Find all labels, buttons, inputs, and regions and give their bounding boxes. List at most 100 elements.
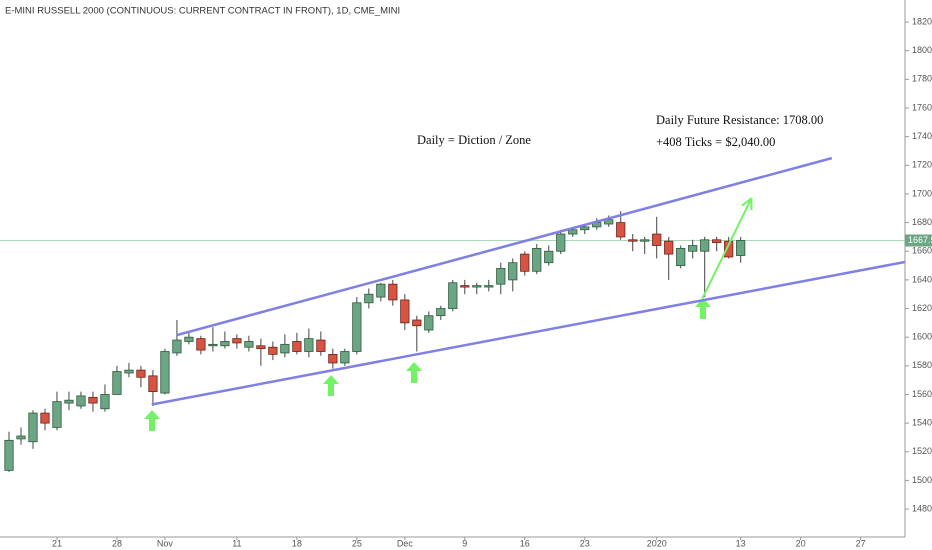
y-tick-label: 1720.0 (912, 160, 932, 170)
candle-body (460, 285, 470, 288)
y-tick-label: 1700.0 (912, 188, 932, 198)
chart-title: E-MINI RUSSELL 2000 (CONTINUOUS: CURRENT… (5, 6, 400, 17)
y-tick-label: 1740.0 (912, 131, 932, 141)
y-tick-label: 1580.0 (912, 360, 932, 370)
candle-body (400, 299, 410, 324)
candle-body (556, 233, 566, 252)
arrow-head (741, 197, 753, 207)
last-price-label: 1667.5 (908, 235, 932, 245)
candle-body (472, 285, 482, 288)
candle-body (712, 239, 722, 244)
candle-body (64, 399, 74, 404)
y-tick-label: 1540.0 (912, 418, 932, 428)
candle-body (52, 401, 62, 428)
y-tick-label: 1620.0 (912, 303, 932, 313)
candle-body (412, 319, 422, 327)
x-tick-label: 11 (232, 538, 241, 548)
y-tick-label: 1480.0 (912, 503, 932, 513)
candle-body (364, 293, 374, 304)
candle-body (4, 439, 14, 471)
candle-body (232, 338, 242, 344)
candle-body (700, 239, 710, 252)
candle-body (268, 346, 278, 355)
candle-body (316, 339, 326, 352)
y-tick-label: 1680.0 (912, 217, 932, 227)
candle-body (520, 253, 530, 272)
up-arrow (323, 375, 339, 396)
candle-body (376, 283, 386, 298)
y-tick-label: 1600.0 (912, 332, 932, 342)
x-tick-label: 13 (736, 538, 746, 548)
candle-body (448, 282, 458, 309)
candle-body (508, 262, 518, 281)
x-tick-label: 28 (112, 538, 122, 548)
candle-body (28, 412, 38, 443)
candle-body (88, 396, 98, 404)
candle-body (136, 369, 146, 378)
x-tick-label: Dec (397, 538, 414, 548)
candle-body (484, 285, 494, 288)
candle-body (304, 338, 314, 352)
up-arrow (695, 298, 711, 319)
candle-body (532, 247, 542, 272)
candle-body (664, 240, 674, 255)
candle-body (628, 239, 638, 242)
candle-body (652, 233, 662, 246)
candle-body (580, 226, 590, 231)
candle-body (256, 345, 266, 350)
x-tick-label: 20 (796, 538, 806, 548)
candle-body (568, 229, 578, 235)
candle-body (736, 240, 746, 256)
x-tick-label: 25 (352, 538, 362, 548)
candle-body (220, 341, 230, 347)
candle-body (544, 250, 554, 264)
candle-body (424, 315, 434, 331)
candle-body (352, 302, 362, 352)
candle-body (196, 338, 206, 351)
candle-body (676, 247, 686, 266)
x-tick-label: 16 (520, 538, 530, 548)
candle-body (688, 245, 698, 252)
candle-body (328, 353, 338, 364)
candle-body (340, 351, 350, 364)
candle-body (76, 395, 86, 407)
up-arrow (406, 362, 422, 383)
y-tick-label: 1500.0 (912, 475, 932, 485)
annotation: Daily Future Resistance: 1708.00 (656, 113, 823, 127)
trend-line (151, 260, 906, 406)
x-tick-label: Nov (157, 538, 174, 548)
candle-body (16, 435, 26, 440)
candle-body (112, 371, 122, 395)
candle-body (184, 336, 194, 342)
candle-body (436, 308, 446, 317)
candle-body (280, 343, 290, 354)
candle-body (124, 369, 134, 374)
x-tick-label: 27 (856, 538, 866, 548)
candle-body (100, 394, 110, 410)
candle-body (208, 343, 218, 347)
y-tick-label: 1660.0 (912, 246, 932, 256)
y-tick-label: 1820.0 (912, 16, 932, 26)
x-tick-label: 9 (462, 538, 467, 548)
candle-body (172, 339, 182, 354)
candle-body (244, 341, 254, 348)
y-tick-label: 1520.0 (912, 446, 932, 456)
candle-body (724, 240, 734, 258)
x-tick-label: 2020 (647, 538, 667, 548)
candle-body (160, 351, 170, 394)
support-arrows (144, 298, 711, 431)
candle-body (496, 268, 506, 285)
up-arrow (144, 410, 160, 431)
candle-body (604, 219, 614, 225)
annotation: Daily = Diction / Zone (417, 133, 531, 147)
last-price-box (905, 234, 932, 247)
trend-line (176, 156, 833, 337)
y-tick-label: 1640.0 (912, 274, 932, 284)
y-tick-label: 1760.0 (912, 102, 932, 112)
y-tick-label: 1800.0 (912, 45, 932, 55)
candle-body (40, 412, 50, 424)
candle-body (388, 283, 398, 301)
candle-body (616, 222, 626, 238)
